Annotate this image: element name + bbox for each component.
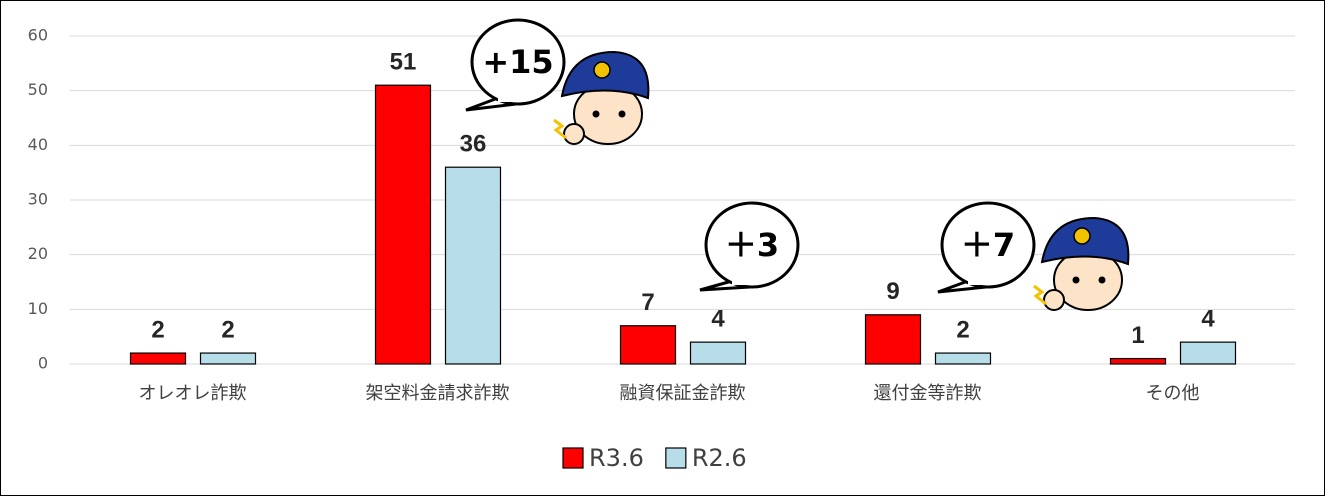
bar bbox=[131, 353, 186, 364]
mascot-hand bbox=[1044, 290, 1064, 310]
legend-swatch bbox=[666, 448, 686, 468]
value-label: 51 bbox=[390, 49, 417, 76]
value-label: 4 bbox=[1201, 305, 1215, 332]
mascot-hand bbox=[564, 124, 584, 144]
x-tick-label: その他 bbox=[1146, 383, 1200, 404]
bar bbox=[936, 353, 991, 364]
bar bbox=[1181, 342, 1236, 364]
y-tick-label: 20 bbox=[28, 244, 48, 263]
bubble-fill bbox=[498, 92, 514, 102]
x-tick-label: オレオレ詐欺 bbox=[139, 383, 247, 404]
annotation: ＋3 bbox=[725, 226, 779, 264]
y-tick-label: 40 bbox=[28, 135, 48, 154]
value-label: 4 bbox=[711, 305, 725, 332]
annotation: +15 bbox=[482, 43, 553, 81]
bar bbox=[621, 326, 676, 364]
y-tick-label: 60 bbox=[28, 26, 48, 45]
legend-label: R3.6 bbox=[589, 444, 644, 472]
bar bbox=[201, 353, 256, 364]
value-label: 36 bbox=[460, 131, 487, 158]
x-tick-label: 架空料金請求詐欺 bbox=[366, 383, 510, 404]
mascot-eye bbox=[619, 111, 626, 118]
value-label: 9 bbox=[886, 278, 899, 305]
bar bbox=[446, 167, 501, 364]
legend-label: R2.6 bbox=[692, 444, 747, 472]
bar bbox=[376, 85, 431, 364]
y-tick-label: 50 bbox=[28, 80, 48, 99]
value-label: 7 bbox=[641, 289, 654, 316]
y-tick-label: 10 bbox=[28, 299, 48, 318]
mascot-eye bbox=[1073, 277, 1080, 284]
mascot-eye bbox=[1099, 277, 1106, 284]
value-label: 1 bbox=[1131, 322, 1144, 349]
bubble-fill bbox=[968, 275, 984, 285]
value-label: 2 bbox=[221, 316, 234, 343]
chart: 0 10 20 30 40 50 60 オレオレ詐欺 2 2 架空料金請求詐欺 51 36 融資保証金詐欺… bbox=[0, 0, 1326, 497]
annotation: ＋7 bbox=[961, 226, 1015, 264]
y-tick-label: 30 bbox=[28, 190, 48, 209]
value-label: 2 bbox=[151, 316, 164, 343]
bubble-fill bbox=[732, 275, 748, 285]
bar bbox=[691, 342, 746, 364]
x-tick-label: 還付金等詐欺 bbox=[874, 383, 982, 404]
bar bbox=[866, 315, 921, 364]
mascot-eye bbox=[593, 111, 600, 118]
x-tick-label: 融資保証金詐欺 bbox=[620, 383, 746, 404]
bar bbox=[1111, 359, 1166, 364]
mascot-badge bbox=[594, 62, 610, 78]
value-label: 2 bbox=[956, 316, 969, 343]
mascot-badge bbox=[1074, 228, 1090, 244]
legend-swatch bbox=[563, 448, 583, 468]
y-tick-label: 0 bbox=[38, 354, 48, 373]
